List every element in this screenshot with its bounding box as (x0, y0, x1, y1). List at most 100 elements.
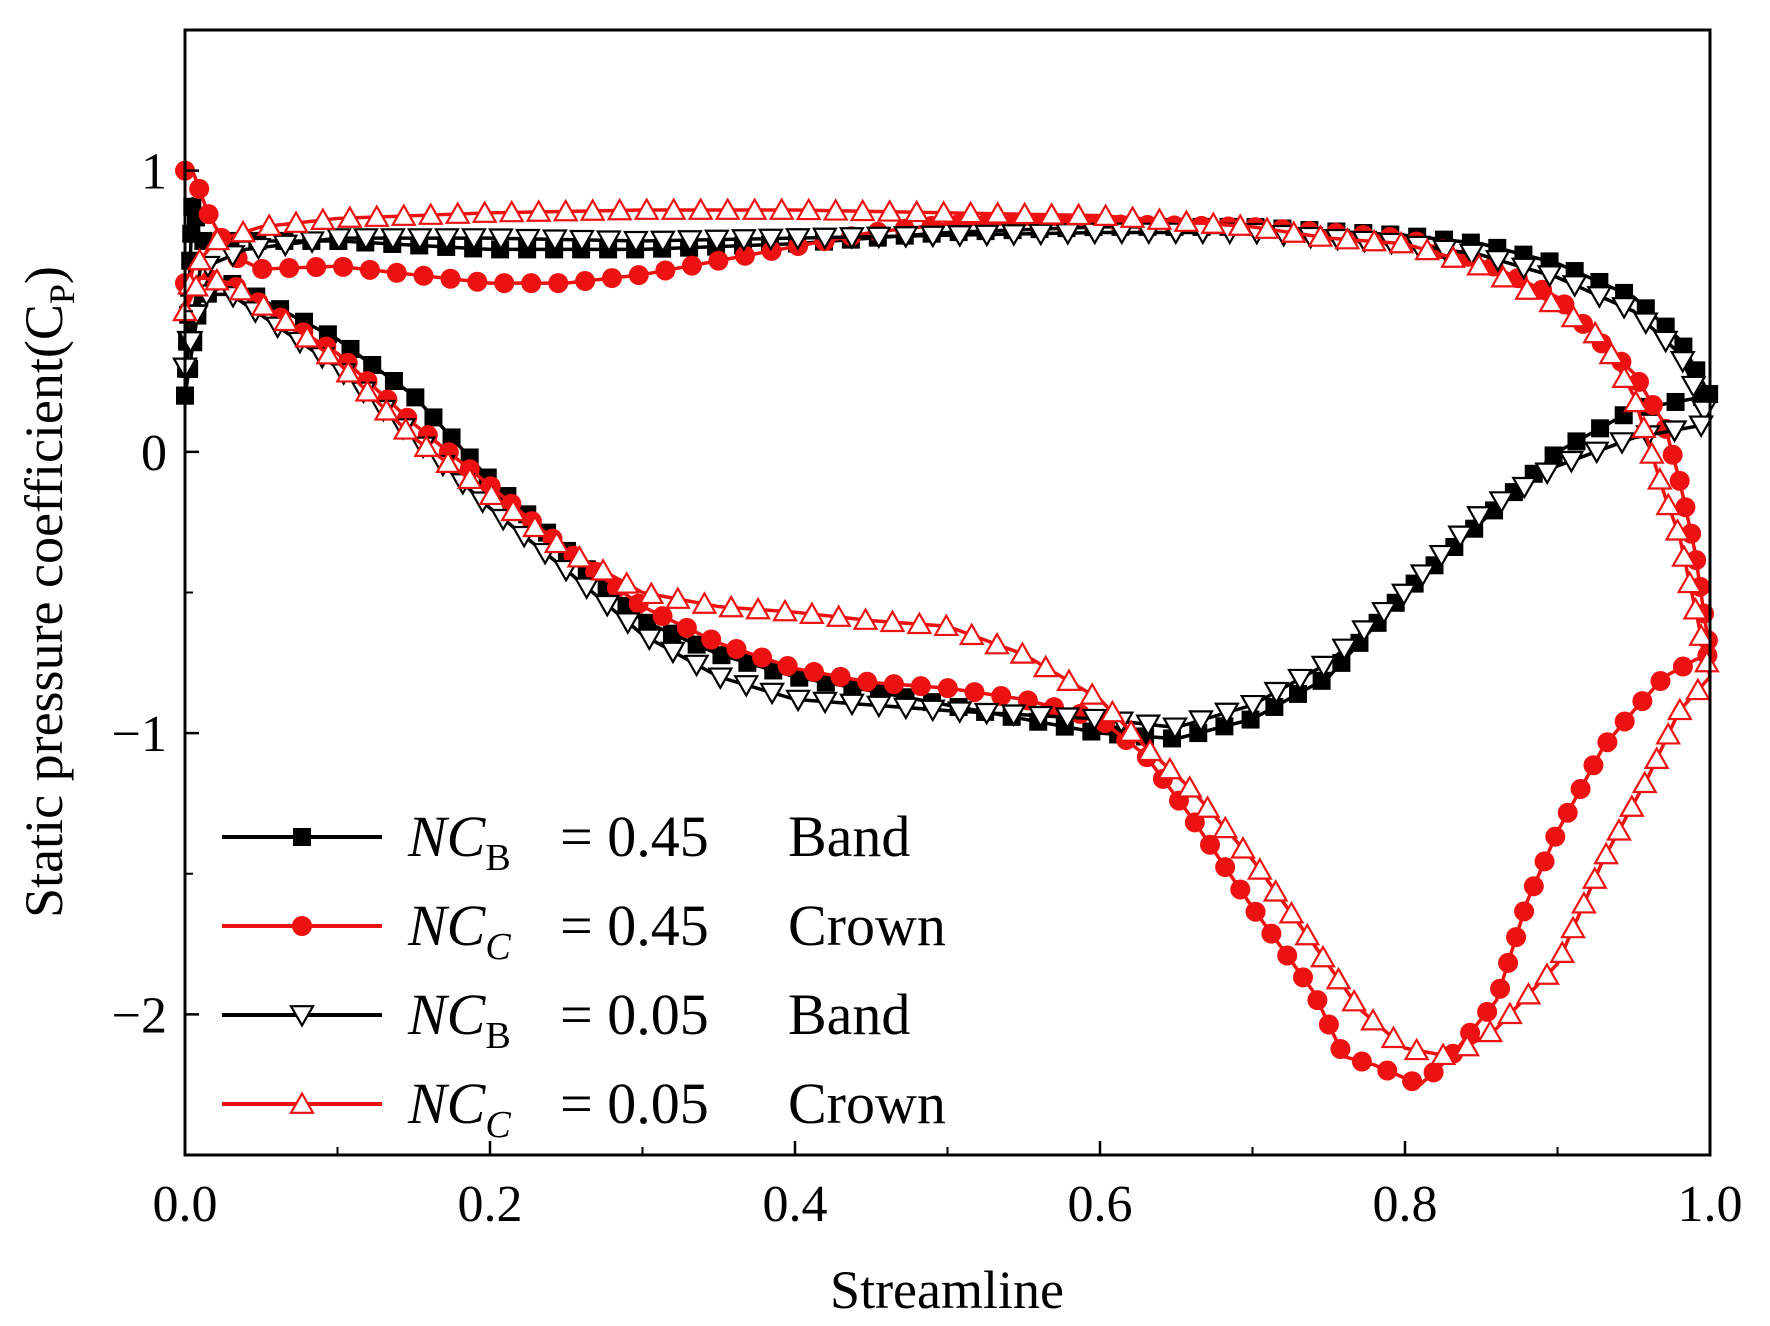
series-4-point (444, 201, 471, 224)
series-2-point (386, 262, 407, 283)
series-3-point (1263, 681, 1290, 705)
series-4-point (984, 201, 1011, 224)
series-2-point (676, 617, 697, 638)
series-2-point (1377, 1060, 1398, 1081)
series-3-point (299, 231, 325, 254)
series-2-point (1632, 691, 1653, 712)
legend-label: NCB = 0.45 Band (407, 804, 910, 879)
series-4-point (1310, 944, 1336, 968)
legend-label-subscript: C (485, 1104, 511, 1146)
series-3-point (1488, 491, 1515, 514)
series-4-point (204, 227, 231, 251)
series-3-point (1586, 286, 1613, 309)
series-2-point (964, 682, 985, 703)
series-3-point (683, 654, 710, 678)
legend-item-1: NCB = 0.45 Band (222, 804, 910, 879)
series-4-point (525, 199, 552, 222)
series-1-point (363, 355, 382, 374)
series-1-point (1265, 697, 1284, 716)
series-4-point (1618, 794, 1645, 817)
legend-marker (293, 828, 311, 846)
legend-marker (289, 1091, 315, 1114)
x-tick-label: 0.4 (763, 1176, 828, 1233)
series-3-point (784, 228, 811, 251)
series-4-point (1307, 224, 1334, 247)
series-2-point (1230, 879, 1251, 900)
series-4-point (1466, 252, 1492, 276)
series-4-point (1065, 202, 1092, 226)
series-4-point (633, 197, 660, 220)
series-3-point (1135, 714, 1162, 738)
legend-label-symbol: NC (407, 893, 487, 958)
legend-label: NCB = 0.05 Band (407, 982, 910, 1057)
series-4-point (1380, 1025, 1407, 1049)
series-2-point (1307, 990, 1328, 1011)
series-4-point (714, 197, 741, 220)
series-4-point (1655, 492, 1682, 516)
series-2-point (830, 666, 851, 687)
series-3-point (812, 691, 838, 715)
series-4-point (849, 198, 876, 222)
series-4-point (984, 631, 1010, 655)
series-3-point (1188, 710, 1214, 733)
series-2-point (440, 268, 461, 289)
series-2-point (628, 265, 649, 286)
series-1-point (687, 635, 706, 654)
series-2-point (1330, 1038, 1351, 1059)
series-4-point (1099, 699, 1126, 723)
series-1-point (1215, 717, 1234, 736)
series-4-point (1200, 211, 1227, 234)
series-2-point (1570, 778, 1591, 799)
series-4-point (930, 200, 957, 223)
y-tick-label: 1 (141, 144, 167, 201)
x-tick-label: 1.0 (1678, 1176, 1743, 1233)
series-3-point (1458, 243, 1485, 267)
series-3-point (660, 641, 686, 665)
series-3-point (892, 226, 919, 249)
series-1-point (1687, 361, 1706, 380)
series-4-point (957, 200, 984, 224)
series-4-point (294, 324, 321, 348)
legend-label: NCC = 0.45 Crown (407, 893, 946, 968)
series-3-point (1310, 655, 1337, 679)
series-3-point (1558, 450, 1585, 474)
series-4-point (543, 530, 570, 554)
series-1-point (738, 653, 757, 672)
series-4-point (1056, 668, 1082, 691)
series-4-point (204, 267, 230, 291)
series-2-point (1534, 851, 1555, 872)
series-2-point (548, 273, 569, 294)
series-4-point (1611, 365, 1638, 388)
series-2-point (252, 259, 273, 280)
series-4-point (1294, 922, 1321, 946)
series-2-point (708, 250, 729, 271)
series-4-point (1630, 415, 1657, 439)
series-4-point (1032, 654, 1059, 678)
series-3-point (946, 701, 973, 724)
legend: NCB = 0.45 Band NCC = 0.45 Crown NCB = 0.05 Band… (222, 804, 946, 1146)
series-2-point (1597, 732, 1618, 753)
series-4-point (798, 601, 825, 624)
series-4-point (606, 197, 633, 221)
series-4-point (1643, 746, 1670, 769)
series-1-point (384, 372, 403, 391)
series-3-point (973, 224, 1000, 248)
series-2-point (1245, 901, 1266, 922)
series-4-point (1598, 341, 1625, 365)
series-4-point (1038, 202, 1065, 225)
series-4-point (1341, 988, 1368, 1012)
series-4-point (552, 198, 579, 222)
series-4-point (772, 598, 798, 622)
series-4-point (1173, 209, 1200, 232)
series-3-point (541, 229, 568, 252)
series-4-point (392, 417, 419, 440)
series-2-point (1402, 1071, 1423, 1092)
series-4-point (315, 341, 342, 365)
series-3-point (1536, 265, 1563, 288)
series-4-point (590, 558, 616, 581)
series-2-point (1675, 497, 1696, 518)
series-3-point (1108, 222, 1135, 246)
series-3-point (1447, 525, 1474, 549)
y-axis-label-subscript: P (42, 284, 82, 304)
series-4-point (1212, 815, 1239, 839)
